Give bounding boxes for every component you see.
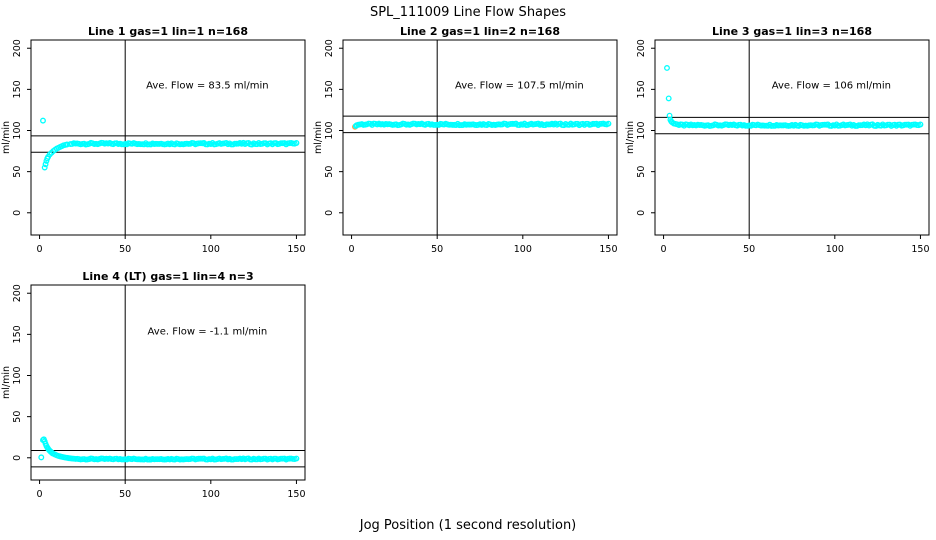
svg-text:100: 100 [12,366,23,384]
svg-text:ml/min: ml/min [1,366,12,399]
svg-text:200: 200 [324,39,335,57]
svg-text:0: 0 [12,455,23,461]
svg-text:ml/min: ml/min [313,121,324,154]
svg-text:100: 100 [12,121,23,139]
shared-x-axis-label: Jog Position (1 second resolution) [359,518,577,533]
svg-text:0: 0 [12,210,23,216]
svg-text:150: 150 [287,489,305,500]
svg-text:100: 100 [514,244,532,255]
svg-text:ml/min: ml/min [625,121,636,154]
svg-text:0: 0 [636,210,647,216]
svg-text:200: 200 [12,39,23,57]
empty-cell [312,271,624,516]
svg-text:0: 0 [37,244,43,255]
svg-text:200: 200 [636,39,647,57]
svg-text:ml/min: ml/min [1,121,12,154]
svg-text:150: 150 [287,244,305,255]
svg-text:50: 50 [636,166,647,178]
chart-canvas-line-2: Line 2 gas=1 lin=2 n=168 0 50 100 150 0 50 100 1… [313,26,618,255]
svg-text:0: 0 [661,244,667,255]
svg-text:150: 150 [599,244,617,255]
svg-text:Line 3 gas=1 lin=3 n=168: Line 3 gas=1 lin=3 n=168 [712,26,872,38]
svg-text:100: 100 [202,244,220,255]
svg-text:0: 0 [324,210,335,216]
chart-canvas-line-4: Line 4 (LT) gas=1 lin=4 n=3 0 50 100 150 0 50 1… [1,271,306,500]
svg-text:150: 150 [324,80,335,98]
svg-text:50: 50 [12,166,23,178]
svg-text:50: 50 [324,166,335,178]
svg-text:0: 0 [349,244,355,255]
empty-cell [624,271,936,516]
svg-text:Line 2 gas=1 lin=2 n=168: Line 2 gas=1 lin=2 n=168 [400,26,560,38]
svg-text:150: 150 [12,80,23,98]
subplot-line-3: Line 3 gas=1 lin=3 n=168 0 50 100 150 0 50 100 1… [624,26,936,271]
svg-text:100: 100 [202,489,220,500]
svg-text:100: 100 [636,121,647,139]
svg-text:Ave. Flow = -1.1 ml/min: Ave. Flow = -1.1 ml/min [148,326,268,337]
svg-text:100: 100 [826,244,844,255]
svg-text:Ave. Flow = 107.5 ml/min: Ave. Flow = 107.5 ml/min [455,81,584,92]
svg-text:200: 200 [12,284,23,302]
chart-grid: Line 1 gas=1 lin=1 n=168 0 50 100 150 0 50 100 1… [0,26,936,516]
svg-text:50: 50 [431,244,443,255]
svg-text:150: 150 [12,325,23,343]
page-title: SPL_111009 Line Flow Shapes [369,5,567,20]
chart-canvas-line-1: Line 1 gas=1 lin=1 n=168 0 50 100 150 0 50 100 1… [1,26,306,255]
svg-text:Line 1 gas=1 lin=1 n=168: Line 1 gas=1 lin=1 n=168 [88,26,248,38]
svg-text:50: 50 [12,411,23,423]
subplot-line-2: Line 2 gas=1 lin=2 n=168 0 50 100 150 0 50 100 1… [312,26,624,271]
chart-canvas-line-3: Line 3 gas=1 lin=3 n=168 0 50 100 150 0 50 100 1… [625,26,930,255]
svg-text:Ave. Flow = 106 ml/min: Ave. Flow = 106 ml/min [772,81,891,92]
svg-text:100: 100 [324,121,335,139]
svg-text:0: 0 [37,489,43,500]
svg-text:50: 50 [119,489,131,500]
svg-text:Ave. Flow = 83.5 ml/min: Ave. Flow = 83.5 ml/min [146,81,268,92]
svg-text:50: 50 [119,244,131,255]
svg-text:50: 50 [743,244,755,255]
svg-text:Line 4 (LT) gas=1 lin=4 n=3: Line 4 (LT) gas=1 lin=4 n=3 [82,271,253,283]
svg-text:150: 150 [636,80,647,98]
subplot-line-1: Line 1 gas=1 lin=1 n=168 0 50 100 150 0 50 100 1… [0,26,312,271]
subplot-line-4: Line 4 (LT) gas=1 lin=4 n=3 0 50 100 150 0 50 1… [0,271,312,516]
svg-text:150: 150 [911,244,929,255]
